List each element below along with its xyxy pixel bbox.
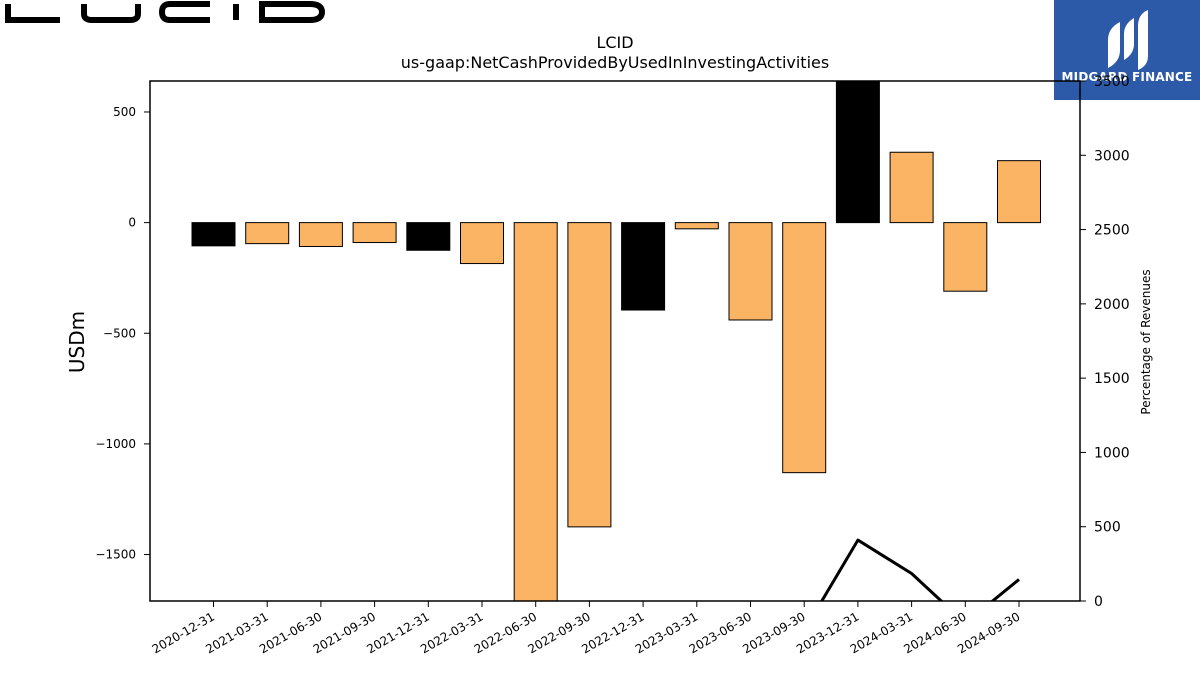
bar-2022-09-30 (567, 222, 612, 528)
bar-2021-06-30 (298, 222, 343, 248)
x-axis-ticks: 2020-12-312021-03-312021-06-302021-09-30… (150, 601, 1023, 656)
bar-2024-06-30 (943, 222, 988, 292)
y-tick-label-right: 3500 (1094, 74, 1130, 90)
bar-2023-06-30 (728, 222, 773, 321)
y-tick-label: −1500 (95, 548, 136, 562)
y-tick-label-right: 0 (1094, 594, 1103, 610)
y-tick-label: −500 (103, 326, 136, 340)
bar-2021-03-31 (245, 222, 290, 245)
bar-2021-12-31 (406, 222, 451, 251)
y-tick-label: 0 (128, 216, 136, 230)
y-tick-label-right: 2500 (1094, 223, 1130, 239)
chart-subtitle: us-gaap:NetCashProvidedByUsedInInvesting… (401, 53, 829, 72)
bar-2024-09-30 (997, 160, 1041, 224)
bar-2024-03-31 (889, 151, 934, 224)
bar-2021-09-30 (352, 222, 397, 244)
plot-frame (149, 80, 1081, 602)
bar-2020-12-31 (191, 222, 236, 247)
bar-2023-12-31 (835, 81, 880, 224)
bar-series (191, 81, 1041, 601)
bar-2023-03-31 (674, 222, 719, 230)
brand-name: MIDGARD FINANCE (1062, 70, 1193, 84)
y-axis-ticks: 500 0 −500 −1000 −1500 (95, 105, 150, 562)
bar-2022-03-31 (460, 222, 504, 265)
y-tick-label: 500 (113, 105, 136, 119)
y-axis-ticks-right: 0 500 1000 1500 2000 2500 3000 3500 (1080, 74, 1130, 610)
y-tick-label-right: 3000 (1094, 148, 1130, 164)
y-tick-label: −1000 (95, 437, 136, 451)
chart-title: LCID (596, 33, 633, 52)
percentage-line (820, 538, 1020, 601)
y-tick-label-right: 1000 (1094, 445, 1130, 461)
bar-2023-09-30 (782, 222, 827, 474)
bar-2022-12-31 (621, 222, 666, 311)
y-tick-label-right: 500 (1094, 520, 1121, 536)
midgard-logo-icon (1108, 10, 1148, 70)
y-axis-label: USDm (65, 311, 89, 373)
bar-2022-06-30 (513, 222, 558, 601)
brand-badge: MIDGARD FINANCE (1054, 0, 1200, 100)
lucid-logo-icon (5, 1, 326, 23)
percentage-line-series (820, 538, 1020, 601)
y-tick-label-right: 2000 (1094, 297, 1130, 313)
y-axis-label-right: Percentage of Revenues (1139, 269, 1153, 414)
y-tick-label-right: 1500 (1094, 371, 1130, 387)
